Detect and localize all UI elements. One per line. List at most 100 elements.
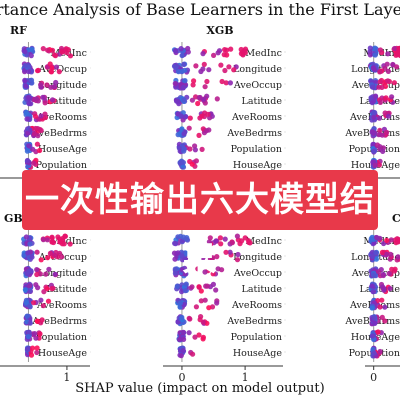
shap-point	[200, 255, 206, 261]
shap-point	[193, 63, 199, 69]
shap-point	[40, 303, 47, 309]
shap-point	[383, 95, 389, 101]
shap-point	[376, 269, 382, 275]
shap-panel-2: XGB MedInc Longitude AveOccup Latitude AveRoo…	[163, 24, 286, 196]
shap-point	[374, 234, 380, 241]
shap-point	[385, 78, 391, 84]
shap-point	[40, 46, 46, 52]
shap-point	[388, 237, 394, 243]
shap-point	[39, 317, 45, 323]
shap-point	[25, 94, 31, 100]
feature-label: Latitude	[360, 284, 400, 295]
shap-point	[370, 141, 376, 147]
shap-point	[206, 239, 212, 245]
shap-point	[204, 93, 210, 99]
shap-point	[46, 266, 52, 272]
shap-point	[25, 250, 31, 256]
shap-point	[202, 84, 208, 90]
feature-label: Latitude	[47, 96, 88, 107]
shap-point	[201, 61, 207, 67]
shap-point	[372, 45, 378, 51]
shap-point	[180, 85, 186, 91]
shap-point	[177, 160, 183, 166]
shap-point	[22, 287, 28, 293]
shap-point	[370, 272, 376, 278]
shap-point	[215, 50, 221, 56]
feature-label: Latitude	[242, 284, 283, 295]
shap-point	[384, 237, 390, 243]
shap-point	[177, 300, 183, 306]
shap-point	[56, 69, 62, 75]
shap-point	[226, 64, 232, 70]
shap-point	[197, 94, 203, 101]
shap-point	[63, 46, 69, 52]
shap-point	[389, 94, 395, 100]
shap-point	[49, 97, 56, 103]
shap-point	[31, 160, 37, 166]
shap-point	[28, 77, 35, 83]
shap-panel-3: MedIncLongitudeAveOccupLatitudeAveRoomsA…	[344, 42, 400, 179]
shap-point	[377, 47, 383, 53]
shap-point	[185, 45, 191, 52]
x-tick-label: 1	[63, 371, 70, 384]
shap-point	[35, 67, 41, 73]
shap-point	[196, 332, 202, 338]
panel-title: GB	[4, 212, 23, 225]
shap-point	[367, 52, 373, 58]
x-tick-label: 0	[178, 371, 185, 384]
shap-point	[391, 80, 397, 86]
shap-point	[370, 84, 376, 90]
shap-point	[204, 78, 210, 85]
shap-point	[181, 97, 187, 103]
feature-label: HouseAge	[233, 160, 283, 171]
shap-point	[211, 52, 217, 59]
shap-point	[174, 283, 180, 290]
shap-point	[49, 286, 55, 292]
shap-point	[214, 254, 220, 260]
shap-point	[27, 320, 33, 326]
shap-point	[380, 272, 386, 279]
shap-point	[32, 113, 39, 119]
shap-point	[213, 287, 219, 293]
shap-point	[187, 146, 193, 152]
shap-point	[172, 270, 178, 276]
shap-point	[372, 162, 378, 169]
shap-point	[51, 83, 58, 90]
shap-point	[33, 335, 39, 341]
shap-point	[377, 304, 383, 310]
shap-point	[206, 67, 212, 73]
panel-title: RF	[10, 24, 27, 37]
shap-point	[392, 45, 398, 52]
shap-point	[242, 50, 248, 56]
shap-point	[35, 285, 41, 291]
feature-label: Population	[231, 332, 282, 343]
feature-label: Longitude	[38, 268, 87, 279]
shap-point	[48, 69, 55, 75]
shap-point	[370, 289, 376, 295]
shap-point	[384, 129, 390, 135]
shap-point	[222, 236, 228, 242]
shap-point	[43, 271, 49, 277]
shap-panel-4: GBMedIncAveOccupLongitudeLatitudeAveRoom…	[0, 212, 91, 384]
shap-point	[228, 46, 234, 52]
feature-label: MedInc	[363, 236, 400, 247]
feature-label: AveOccup	[233, 268, 282, 279]
shap-point	[45, 255, 51, 261]
x-axis-label: SHAP value (impact on model output)	[75, 381, 324, 396]
shap-point	[371, 315, 377, 321]
shap-point	[370, 65, 376, 71]
shap-point	[182, 288, 188, 294]
shap-point	[181, 61, 187, 67]
shap-point	[178, 113, 184, 119]
shap-point	[182, 78, 188, 84]
banner-text: 一次性输出六大模型结果	[25, 180, 375, 280]
feature-label: AveOccup	[233, 80, 282, 91]
shap-point	[27, 303, 33, 309]
shap-point	[22, 48, 28, 55]
feature-label: AveBedrms	[226, 128, 282, 139]
shap-point	[178, 46, 184, 52]
shap-point	[223, 80, 229, 86]
shap-point	[202, 269, 208, 275]
shap-point	[199, 146, 205, 152]
shap-point	[227, 80, 233, 86]
